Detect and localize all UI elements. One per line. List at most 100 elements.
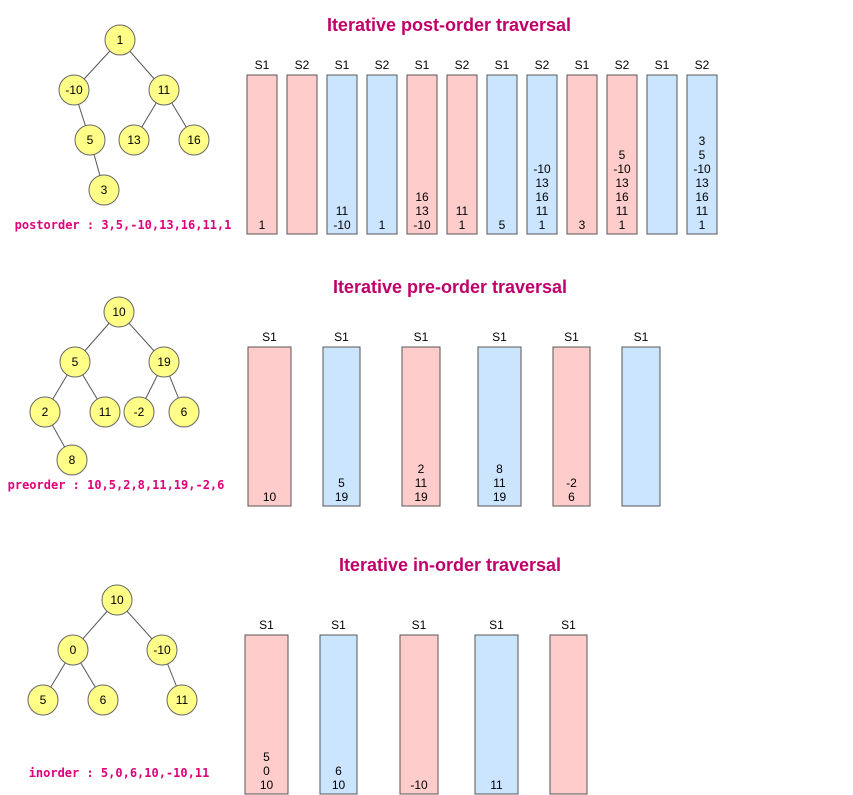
stack-value: 3 [579, 218, 586, 232]
tree-node: -2 [123, 396, 155, 428]
tree-node: 5 [27, 684, 59, 716]
stack-box [319, 634, 358, 795]
tree-node: 2 [29, 396, 61, 428]
stack-value: 5 [699, 148, 706, 162]
stack-value: 13 [615, 176, 629, 190]
section-title: Iterative post-order traversal [327, 15, 571, 35]
tree-node-label: 1 [117, 33, 124, 47]
stack-value: 11 [696, 204, 709, 218]
stack: S1 1 [246, 58, 278, 235]
tree-node: 3 [88, 174, 120, 206]
stack-box [686, 74, 718, 235]
stack-value: 16 [695, 190, 709, 204]
stack-value: 2 [418, 462, 425, 476]
stack-value: 1 [459, 218, 466, 232]
stack-value: 6 [568, 490, 575, 504]
stack-label: S1 [575, 58, 590, 72]
stack-value: -10 [333, 218, 351, 232]
stack-box [474, 634, 519, 795]
stack-value: 11 [336, 204, 349, 218]
tree-node-circle [56, 444, 88, 476]
stack-value: 16 [615, 190, 629, 204]
tree-node: 13 [118, 124, 150, 156]
tree-node-label: 11 [176, 693, 189, 707]
stack-box [621, 346, 661, 507]
tree-node-label: 10 [110, 593, 124, 607]
stack-value: 11 [493, 476, 506, 490]
tree-node-circle [103, 296, 135, 328]
stack-value: 13 [415, 204, 429, 218]
stack-box [366, 74, 398, 235]
stack-label: S1 [564, 330, 579, 344]
tree-node-label: 6 [181, 405, 188, 419]
tree-node-circle [59, 346, 91, 378]
stack-value: 13 [535, 176, 549, 190]
tree-node-circle [123, 396, 155, 428]
stack: S1 [549, 618, 588, 795]
tree-node-circle [74, 124, 106, 156]
tree-node: -10 [146, 634, 178, 666]
stack-value: 16 [415, 190, 429, 204]
stack-label: S1 [331, 618, 346, 632]
tree-node-label: -10 [65, 83, 83, 97]
stack-box [399, 634, 439, 795]
stack-value: 10 [332, 778, 346, 792]
stack-value: 19 [335, 490, 349, 504]
stack-value: -10 [693, 162, 711, 176]
tree-node-label: 19 [157, 355, 171, 369]
stack-value: 8 [496, 462, 503, 476]
stack-box [526, 74, 558, 235]
stack-value: 5 [499, 218, 506, 232]
tree-node: 10 [101, 584, 133, 616]
stack: S1 5 [486, 58, 518, 235]
tree-node-circle [118, 124, 150, 156]
tree-node-circle [104, 24, 136, 56]
stack-label: S1 [262, 330, 277, 344]
traversal-order-text: preorder : 10,5,2,8,11,19,-2,6 [8, 478, 225, 492]
stack-value: 19 [414, 490, 428, 504]
tree-node-label: 11 [158, 83, 171, 97]
stack-value: 1 [619, 218, 626, 232]
tree-node: 6 [87, 684, 119, 716]
tree-node-label: 2 [42, 405, 49, 419]
stack-value: 3 [699, 134, 706, 148]
stack: S1 3 [566, 58, 598, 235]
tree-node-label: 3 [101, 183, 108, 197]
tree-node: 8 [56, 444, 88, 476]
section-title: Iterative in-order traversal [339, 555, 561, 575]
tree-node-label: 5 [40, 693, 47, 707]
tree-node-label: 11 [99, 405, 112, 419]
stack-value: -10 [410, 778, 428, 792]
stack: S1 10 [247, 330, 292, 507]
tree-node-circle [88, 174, 120, 206]
stack-value: 5 [263, 750, 270, 764]
stack-value: 1 [699, 218, 706, 232]
stack-value: 1 [259, 218, 266, 232]
stack-label: S2 [375, 58, 390, 72]
stack-label: S1 [259, 618, 274, 632]
stack-box [406, 74, 438, 235]
tree-node-circle [57, 634, 89, 666]
tree-node-circle [148, 74, 180, 106]
tree-node-circle [29, 396, 61, 428]
stack-value: -10 [613, 162, 631, 176]
tree-node-circle [27, 684, 59, 716]
traversal-order-text: postorder : 3,5,-10,13,16,11,1 [15, 218, 232, 232]
stack-box [286, 74, 318, 235]
tree-node-label: 0 [70, 643, 77, 657]
stack-label: S1 [335, 58, 350, 72]
tree-node: 5 [74, 124, 106, 156]
tree-node-label: 10 [112, 305, 126, 319]
stack-box [247, 346, 292, 507]
stack-value: -10 [413, 218, 431, 232]
tree-node: 0 [57, 634, 89, 666]
stack-value: 11 [456, 204, 469, 218]
stack-box [646, 74, 678, 235]
stack-box [401, 346, 441, 507]
stack: S1 [621, 330, 661, 507]
